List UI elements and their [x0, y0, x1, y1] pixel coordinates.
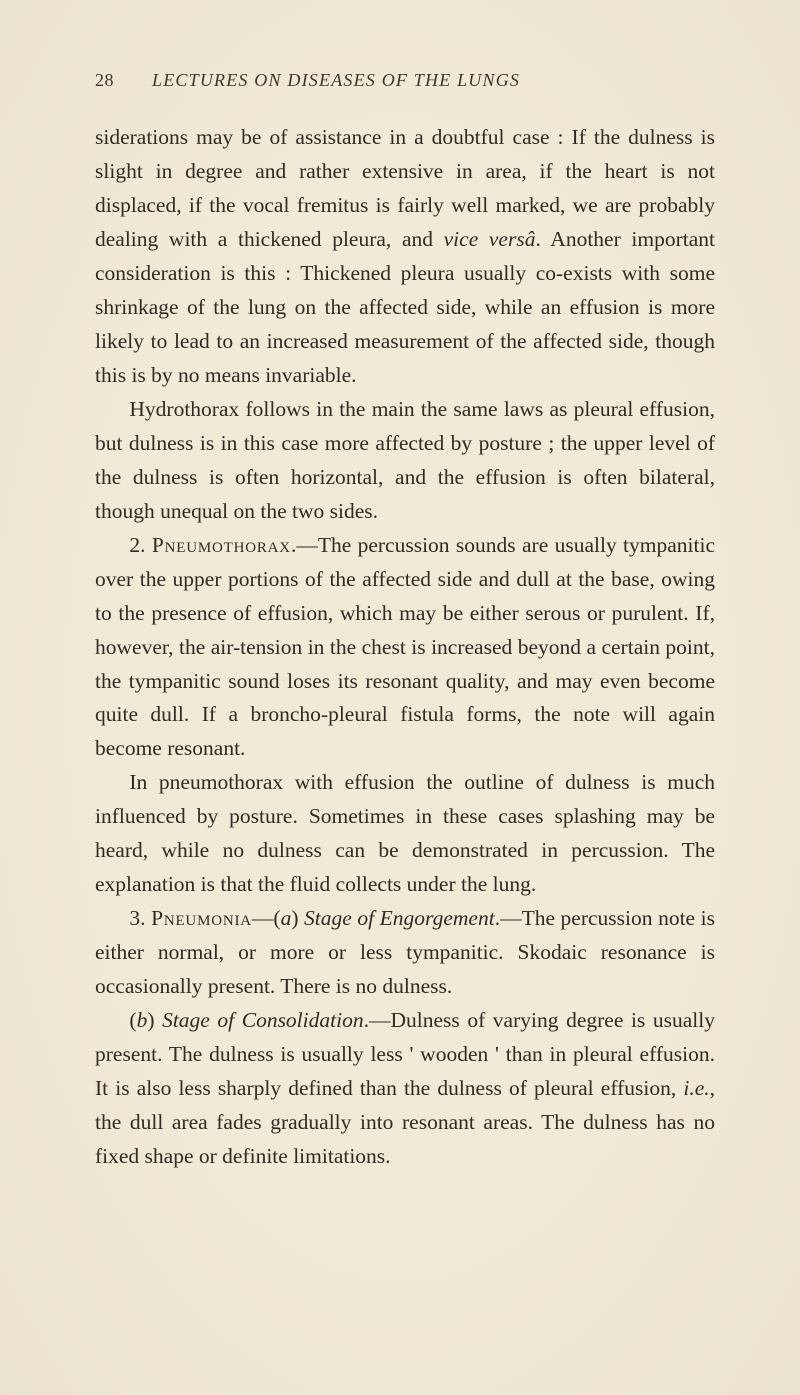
- running-title: LECTURES ON DISEASES OF THE LUNGS: [152, 70, 520, 91]
- paragraph-4: In pneumothorax with effusion the outlin…: [95, 766, 715, 902]
- paragraph-5: 3. Pneumonia—(a) Stage of Engorgement.—T…: [95, 902, 715, 1004]
- paragraph-6: (b) Stage of Consolidation.—Dulness of v…: [95, 1004, 715, 1174]
- page: 28 LECTURES ON DISEASES OF THE LUNGS sid…: [0, 0, 800, 1395]
- paragraph-2: Hydrothorax follows in the main the same…: [95, 393, 715, 529]
- paragraph-1: siderations may be of assistance in a do…: [95, 121, 715, 393]
- page-number: 28: [95, 70, 114, 91]
- paragraph-3: 2. Pneumothorax.—The percussion sounds a…: [95, 529, 715, 767]
- page-header: 28 LECTURES ON DISEASES OF THE LUNGS: [95, 70, 715, 91]
